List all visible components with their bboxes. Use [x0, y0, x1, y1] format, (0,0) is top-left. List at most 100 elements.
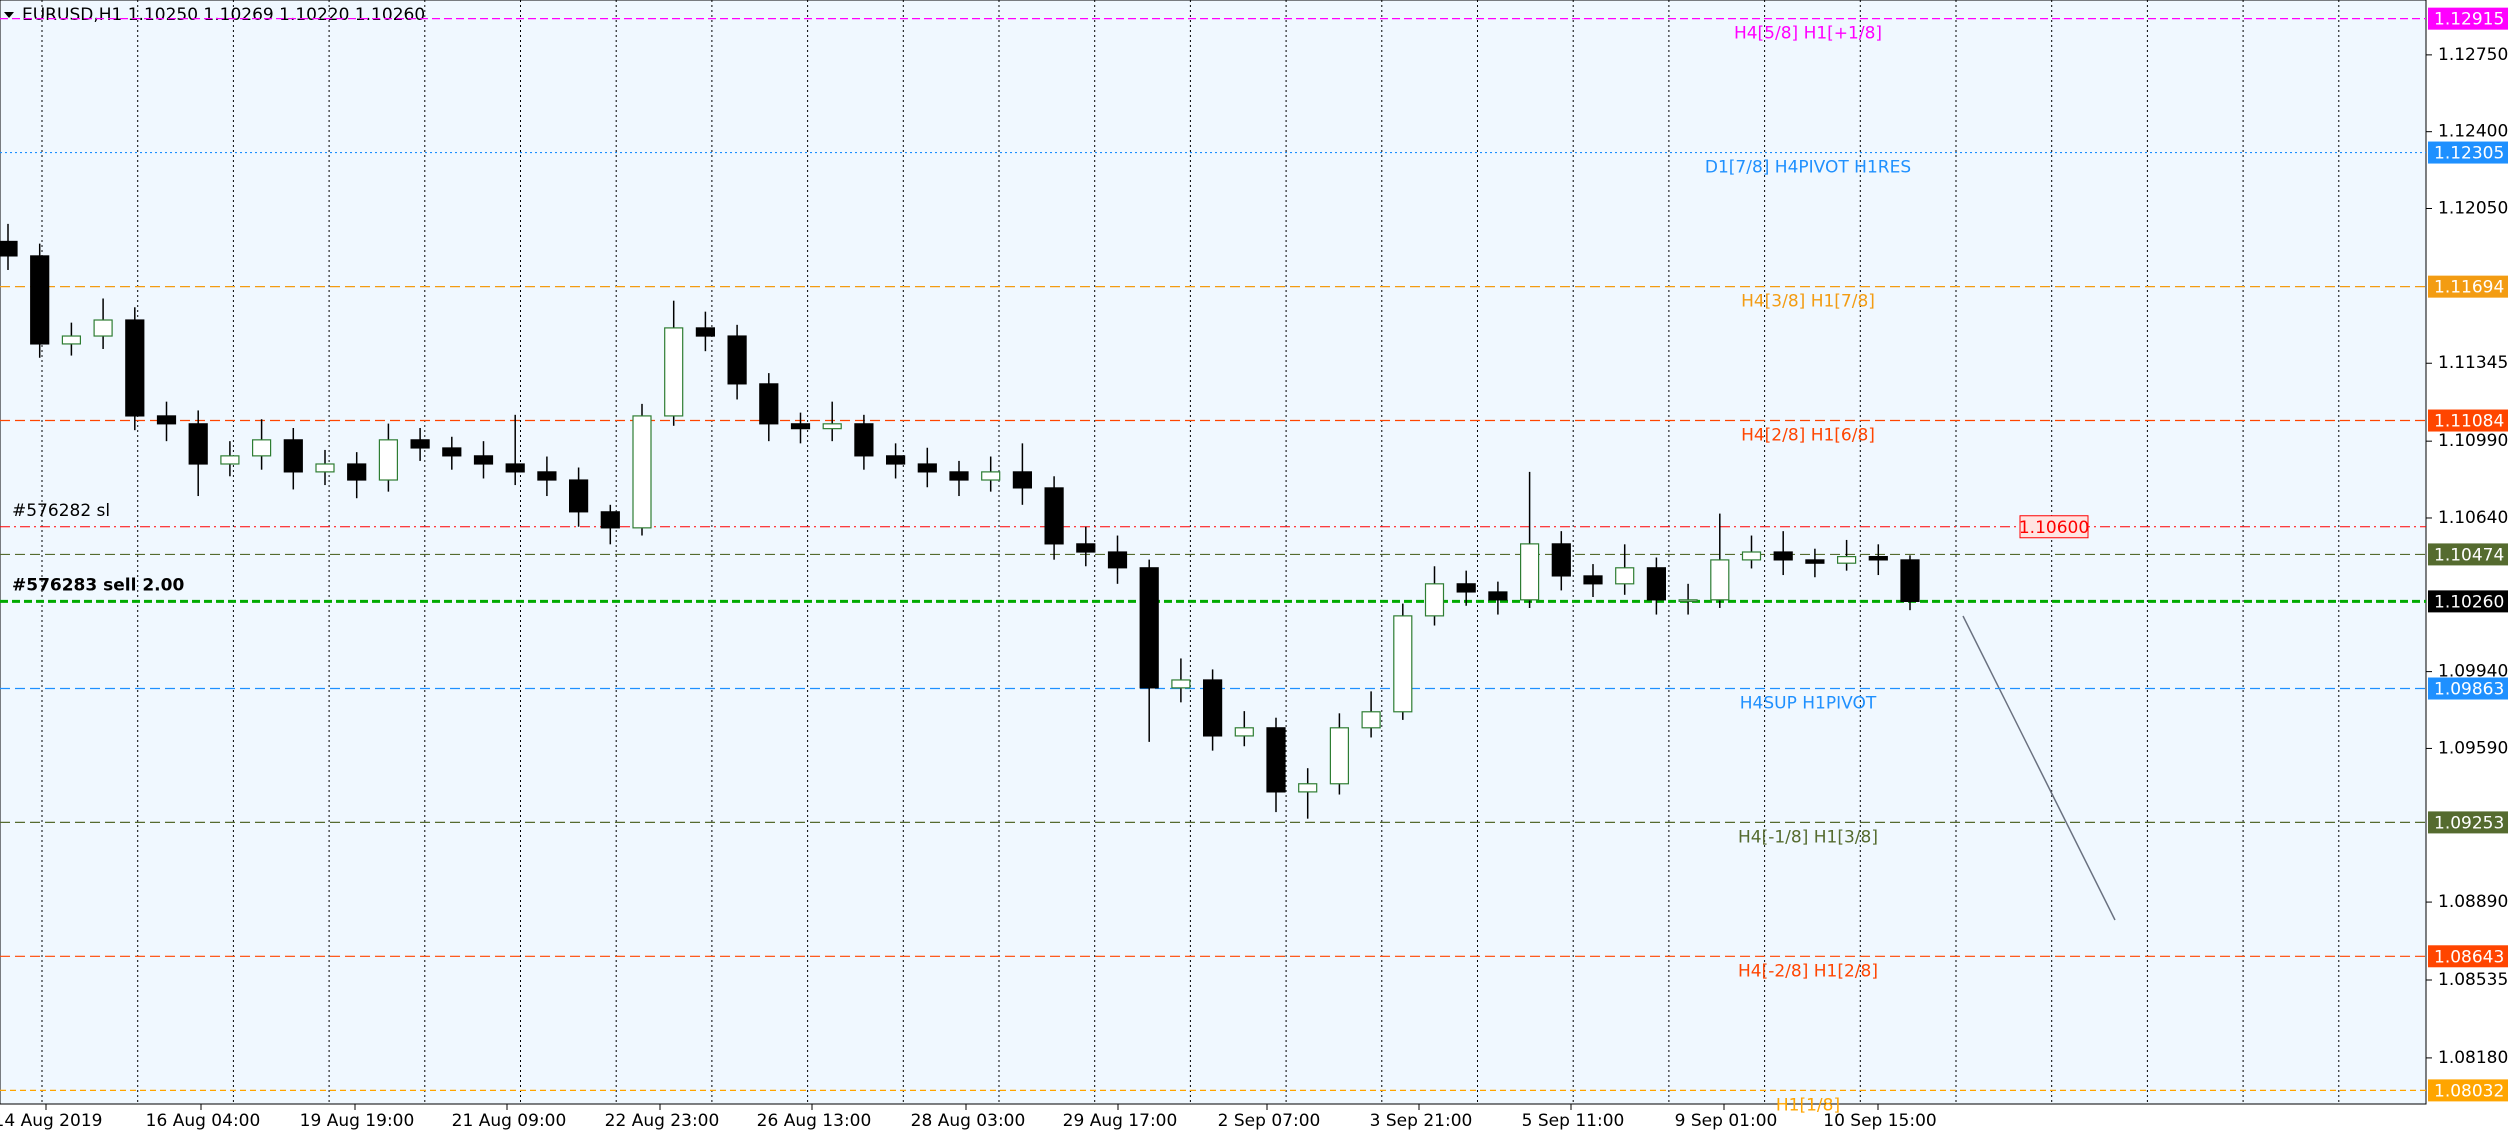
y-tick-label: 1.10990: [2438, 431, 2508, 451]
candle-body: [1171, 679, 1191, 689]
candle-body: [600, 511, 620, 529]
price-tag: [2428, 590, 2508, 613]
y-tick-label: 1.08890: [2438, 892, 2508, 912]
candle-body: [1868, 556, 1888, 561]
price-tag: [2428, 1079, 2508, 1102]
price-tag-label: 1.09253: [2434, 813, 2504, 833]
candle-body: [1551, 543, 1571, 577]
order-label: #576282 sl: [12, 501, 110, 521]
price-tag-label: 1.09863: [2434, 680, 2504, 700]
price-tag-label: 1.11084: [2434, 412, 2504, 432]
candle-body: [537, 471, 557, 481]
level-label: H4SUP H1PIVOT: [1740, 694, 1877, 714]
candle-body: [1741, 551, 1762, 561]
candle-body: [854, 423, 874, 457]
candle-body: [1519, 543, 1540, 601]
y-tick-label: 1.09590: [2438, 738, 2508, 758]
x-tick-label: 26 Aug 13:00: [757, 1111, 872, 1131]
y-tick-label: 1.12750: [2438, 45, 2508, 65]
candle-body: [505, 463, 525, 473]
level-label: H1[1/8]: [1776, 1095, 1840, 1115]
candle-body: [885, 455, 906, 465]
candle-body: [695, 327, 716, 337]
candle-body: [1678, 599, 1698, 602]
price-tag-label: 1.12305: [2434, 144, 2504, 164]
order-label: #576283 sell 2.00: [12, 575, 184, 595]
x-tick-label: 22 Aug 23:00: [605, 1111, 720, 1131]
candle-body: [1298, 783, 1318, 793]
x-tick-label: 28 Aug 03:00: [911, 1111, 1026, 1131]
candle-body: [632, 415, 652, 529]
grid: [41, 0, 2340, 1104]
price-tag: [2428, 7, 2508, 30]
candle-body: [1424, 583, 1445, 617]
candle-body: [1266, 727, 1286, 793]
x-tick-label: 16 Aug 04:00: [146, 1111, 261, 1131]
candle-body: [664, 327, 684, 417]
candle-body: [1234, 727, 1254, 737]
candle-body: [252, 439, 272, 457]
plot-area: [0, 0, 2427, 1105]
price-tag-label: 1.11694: [2434, 278, 2504, 298]
candle-body: [1900, 559, 1920, 602]
candle-body: [822, 423, 842, 430]
x-tick-label: 9 Sep 01:00: [1675, 1111, 1778, 1131]
candle-body: [1583, 575, 1603, 585]
x-tick-label: 14 Aug 2019: [0, 1111, 102, 1131]
candle-body: [0, 240, 18, 257]
level-label: H4[-1/8] H1[3/8]: [1738, 827, 1878, 847]
candle-body: [949, 471, 969, 481]
level-label: H4[5/8] H1[+1/8]: [1734, 24, 1882, 44]
order-tag-label: 1.10600: [2019, 518, 2089, 538]
candle-body: [917, 463, 937, 473]
candle-body: [1646, 567, 1667, 601]
candle-body: [156, 415, 177, 425]
candle-body: [1773, 551, 1793, 561]
y-tick-label: 1.12400: [2438, 122, 2508, 142]
level-label: D1[7/8] H4PIVOT H1RES: [1705, 158, 1911, 178]
candle-body: [442, 447, 462, 457]
x-tick-label: 19 Aug 19:00: [300, 1111, 415, 1131]
y-tick-label: 1.09940: [2438, 662, 2508, 682]
candle-body: [61, 335, 82, 345]
candle-body: [283, 439, 303, 473]
candle-body: [93, 319, 113, 337]
price-tag: [2428, 811, 2508, 834]
candle-body: [30, 255, 50, 345]
x-tick-label: 3 Sep 21:00: [1370, 1111, 1473, 1131]
y-tick-label: 1.08535: [2438, 970, 2508, 990]
candle-body: [1076, 543, 1096, 553]
candle-body: [1044, 487, 1064, 545]
level-label: H4[3/8] H1[7/8]: [1741, 292, 1875, 312]
price-tag-label: 1.10474: [2434, 545, 2504, 565]
x-tick-label: 10 Sep 15:00: [1823, 1111, 1936, 1131]
y-tick-label: 1.12050: [2438, 199, 2508, 219]
chart-title: EURUSD,H1 1.10250 1.10269 1.10220 1.1026…: [22, 5, 425, 25]
x-tick-label: 29 Aug 17:00: [1063, 1111, 1178, 1131]
trend-line: [1962, 615, 2116, 921]
candle-body: [347, 463, 367, 481]
y-tick-label: 1.08180: [2438, 1048, 2508, 1068]
x-tick-label: 2 Sep 07:00: [1218, 1111, 1321, 1131]
price-tag-label: 1.12915: [2434, 10, 2504, 30]
price-tag-label: 1.10260: [2434, 592, 2504, 612]
level-label: H4[2/8] H1[6/8]: [1741, 426, 1875, 446]
price-tag: [2428, 677, 2508, 700]
candle-body: [220, 455, 240, 465]
price-tag: [2428, 141, 2508, 164]
x-tick-label: 21 Aug 09:00: [452, 1111, 567, 1131]
candle-body: [790, 423, 811, 430]
menu-arrow: [4, 12, 14, 18]
candle-body: [1710, 559, 1730, 601]
candle-body: [125, 319, 145, 417]
candle-body: [1805, 559, 1825, 564]
price-tag-label: 1.08643: [2434, 947, 2504, 967]
candle-body: [1202, 679, 1223, 737]
candle-body: [1329, 727, 1350, 785]
price-tag: [2428, 275, 2508, 298]
candle-body: [759, 383, 779, 425]
price-tag: [2428, 543, 2508, 566]
candle-body: [568, 479, 589, 513]
